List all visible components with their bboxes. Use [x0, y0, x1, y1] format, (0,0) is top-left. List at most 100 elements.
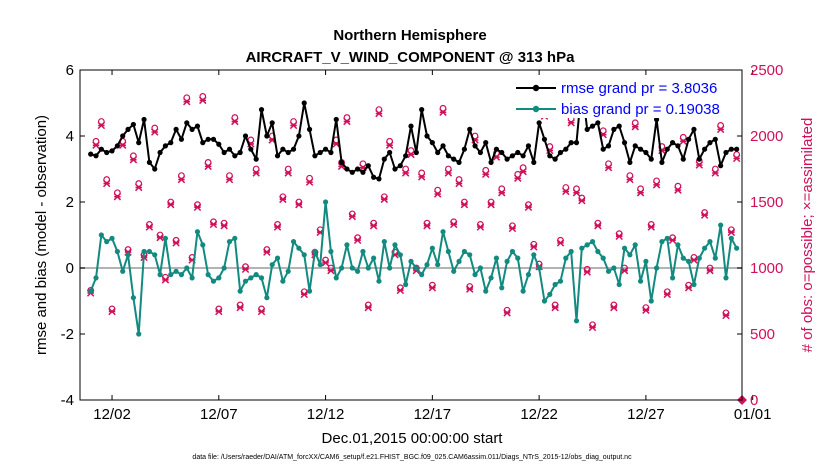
obs-assimilated-point [476, 223, 485, 231]
bias-point [451, 268, 457, 274]
obs-assimilated-point [263, 248, 271, 256]
bias-point [547, 291, 553, 297]
obs-assimilated-point [380, 195, 389, 204]
legend-bias-label: bias grand pr = 0.19038 [561, 101, 720, 118]
legend-rmse-marker [532, 84, 540, 92]
obs-assimilated-point [348, 212, 357, 221]
obs-assimilated-point [684, 284, 693, 292]
rmse-point [328, 149, 334, 156]
obs-assimilated-point [519, 167, 527, 176]
bias-point [691, 281, 697, 288]
obs-possible-point [573, 185, 580, 193]
bias-point [477, 265, 484, 271]
rmse-point [237, 149, 243, 156]
obs-possible-point [717, 122, 725, 129]
bias-point [611, 265, 617, 271]
bias-point [728, 235, 734, 241]
bias-point [253, 272, 259, 278]
bias-point [173, 268, 179, 274]
bias-point [306, 288, 313, 294]
obs-assimilated-point [305, 178, 314, 186]
chart-title-line2: AIRCRAFT_V_WIND_COMPONENT @ 313 hPa [246, 49, 576, 66]
rmse-point [397, 163, 403, 169]
obs-possible-point [605, 160, 612, 168]
bias-point [301, 252, 307, 258]
bias-point [493, 255, 500, 261]
obs-assimilated-point [562, 187, 570, 196]
rmse-point [488, 159, 494, 165]
y-axis-label: rmse and bias (model - observation) [33, 115, 50, 355]
bias-point [114, 248, 120, 255]
obs-possible-point [637, 185, 644, 193]
rmse-point [365, 163, 371, 169]
x-tick-label: 12/22 [520, 406, 558, 423]
bias-point [584, 242, 590, 248]
bias-point [360, 248, 366, 255]
bias-point [456, 258, 462, 264]
rmse-point [435, 149, 441, 156]
obs-assimilated-point [161, 276, 170, 284]
obs-assimilated-point [567, 119, 575, 127]
obs-possible-point [434, 186, 442, 194]
plot-frame [79, 69, 743, 401]
bias-point [349, 265, 355, 271]
rmse-point [221, 149, 227, 156]
obs-assimilated-point [108, 307, 116, 316]
bias-point [130, 295, 136, 301]
rmse-point [515, 149, 521, 156]
bias-point [258, 275, 265, 281]
y-right-tick-label: 1500 [750, 194, 783, 211]
bias-point [392, 242, 398, 248]
bias-point [312, 248, 318, 255]
x-tick-label: 12/17 [414, 406, 452, 423]
bias-point [637, 278, 644, 284]
bias-point [675, 242, 681, 248]
legend-box [510, 76, 738, 118]
obs-assimilated-point [225, 175, 234, 184]
bias-point [696, 255, 702, 261]
bias-point [600, 255, 606, 261]
bias-point [152, 252, 158, 258]
bias-point [680, 255, 686, 261]
bias-point [397, 252, 403, 258]
obs-assimilated-point [252, 169, 260, 177]
bias-point [595, 248, 601, 255]
bias-point [184, 265, 190, 271]
bias-point [499, 285, 505, 291]
rmse-point [691, 126, 697, 132]
rmse-point [456, 159, 462, 165]
rmse-point [216, 141, 222, 147]
rmse-point [696, 156, 702, 162]
bias-series-layer [88, 199, 740, 337]
obs-assimilated-point [353, 236, 362, 245]
bias-point [216, 275, 222, 281]
obs-assimilated-point [551, 303, 559, 312]
obs-assimilated-point [722, 311, 730, 320]
rmse-point [600, 146, 606, 152]
rmse-point [173, 126, 179, 132]
bias-point [237, 288, 243, 294]
rmse-point [114, 143, 120, 149]
obs-assimilated-point [343, 117, 351, 126]
obs-assimilated-point [209, 220, 218, 229]
rmse-point [376, 176, 382, 182]
x-tick-label: 01/01 [734, 406, 772, 423]
rmse-point [285, 149, 291, 156]
obs-assimilated-point [594, 222, 602, 230]
bias-point [419, 272, 425, 278]
bias-point [125, 252, 131, 258]
bias-point [472, 272, 478, 278]
bias-point [605, 268, 612, 274]
rmse-point [419, 107, 425, 113]
bias-point [568, 248, 574, 255]
bias-point [702, 245, 708, 251]
rmse-point [136, 140, 142, 146]
bias-point [242, 278, 249, 284]
rmse-point [274, 153, 281, 159]
obs-assimilated-point [167, 200, 175, 209]
obs-assimilated-point [482, 170, 490, 179]
rmse-point [168, 140, 174, 146]
rmse-point [317, 149, 323, 156]
rmse-point [424, 133, 430, 139]
bias-point [210, 278, 217, 284]
